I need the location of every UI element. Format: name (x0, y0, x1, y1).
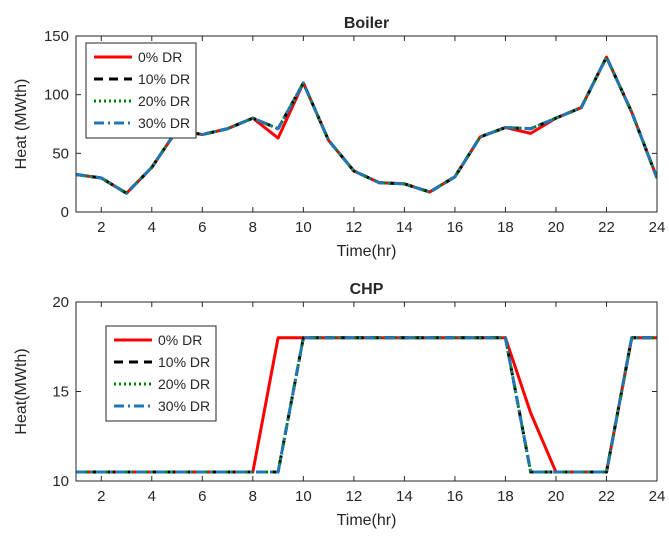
y-tick-label: 50 (52, 145, 69, 162)
boiler-chart: 2 4 6 8 10 12 14 16 18 20 22 24050100150BoilerTime(… (13, 15, 665, 260)
x-tick-label: 14 (396, 488, 413, 505)
chp-chart: 2 4 6 8 10 12 14 16 18 20 22 24101520CHPTime(hr)Hea… (13, 281, 665, 529)
x-tick-label: 22 (598, 219, 615, 236)
y-tick-label: 10 (52, 473, 69, 490)
x-tick-label: 6 (198, 488, 206, 505)
x-tick-label: 20 (548, 488, 565, 505)
x-tick-label: 2 (97, 219, 105, 236)
chart-title: Boiler (344, 15, 389, 32)
legend-box (85, 42, 197, 139)
x-tick-label: 6 (198, 219, 206, 236)
legend-label-4: 30% DR (138, 115, 190, 131)
x-axis-label: Time(hr) (337, 512, 397, 529)
legend-label-1: 0% DR (158, 332, 202, 348)
x-tick-label: 2 (97, 488, 105, 505)
x-tick-label: 22 (598, 488, 615, 505)
y-tick-label: 150 (44, 28, 69, 45)
y-tick-label: 15 (52, 384, 69, 401)
x-tick-label: 16 (447, 219, 464, 236)
x-tick-label: 24 (649, 488, 666, 505)
x-tick-label: 8 (249, 219, 257, 236)
x-tick-label: 10 (295, 219, 312, 236)
y-tick-label: 100 (44, 87, 69, 104)
legend-label-3: 20% DR (138, 93, 190, 109)
x-tick-label: 18 (497, 488, 514, 505)
x-tick-label: 24 (649, 219, 666, 236)
x-tick-label: 14 (396, 219, 413, 236)
legend-label-2: 10% DR (158, 354, 210, 370)
series-line-3 (76, 55, 657, 195)
legend: 0% DR 10% DR 20% DR 30% DR (85, 42, 197, 139)
x-tick-label: 18 (497, 219, 514, 236)
legend-label-4: 30% DR (158, 398, 210, 414)
chart-title: CHP (350, 281, 384, 298)
x-tick-label: 4 (148, 488, 156, 505)
y-axis-label: Heat(MWth) (13, 348, 30, 434)
x-tick-label: 10 (295, 488, 312, 505)
legend-label-2: 10% DR (138, 71, 190, 87)
y-tick-label: 0 (61, 204, 69, 221)
x-tick-label: 8 (249, 488, 257, 505)
series-line-4 (76, 336, 657, 474)
series-group (76, 336, 657, 474)
legend-label-3: 20% DR (158, 376, 210, 392)
x-tick-label: 4 (148, 219, 156, 236)
axes-box (75, 35, 658, 213)
x-axis-label: Time(hr) (337, 243, 397, 260)
legend-box (105, 325, 217, 422)
legend-label-1: 0% DR (138, 49, 182, 65)
x-tick-label: 12 (346, 219, 363, 236)
y-tick-label: 20 (52, 294, 69, 311)
x-tick-label: 20 (548, 219, 565, 236)
y-axis-label: Heat (MWth) (13, 79, 30, 170)
x-tick-label: 16 (447, 488, 464, 505)
x-tick-label: 12 (346, 488, 363, 505)
legend: 0% DR 10% DR 20% DR 30% DR (105, 325, 217, 422)
